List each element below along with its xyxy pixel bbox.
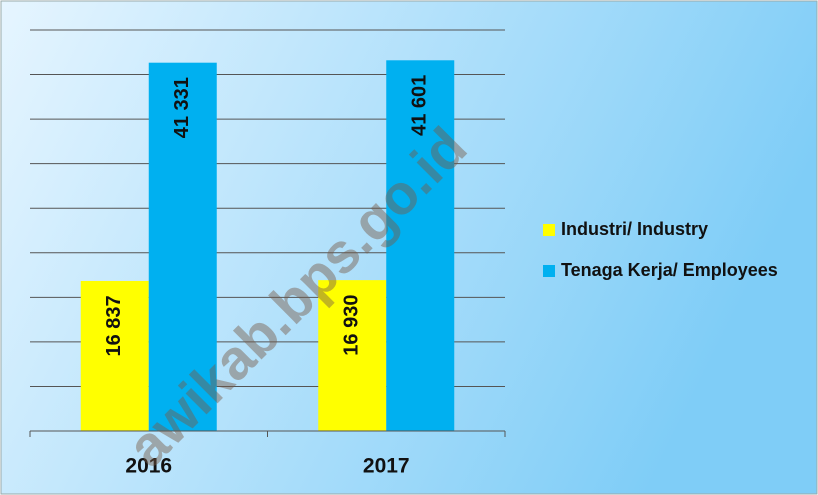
legend-swatch bbox=[543, 265, 555, 277]
x-tick-label: 2016 bbox=[125, 455, 172, 478]
legend-label: Industri/ Industry bbox=[561, 219, 708, 239]
legend-label: Tenaga Kerja/ Employees bbox=[561, 260, 778, 280]
data-label: 16 930 bbox=[341, 295, 363, 356]
bar bbox=[148, 62, 217, 432]
data-label: 41 601 bbox=[409, 75, 431, 136]
bar bbox=[318, 280, 387, 431]
bar bbox=[386, 60, 455, 431]
legend-swatch bbox=[543, 224, 555, 236]
data-label: 41 331 bbox=[171, 77, 193, 138]
data-label: 16 837 bbox=[103, 295, 125, 356]
bar bbox=[80, 280, 149, 431]
x-tick-label: 2017 bbox=[363, 455, 410, 478]
